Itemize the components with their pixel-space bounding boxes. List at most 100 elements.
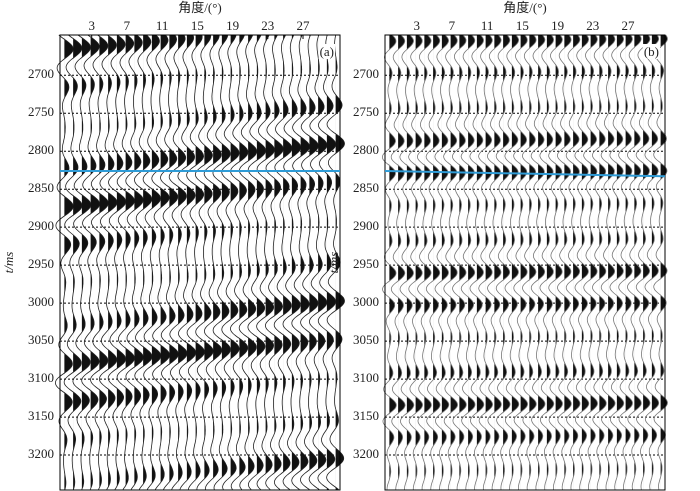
seismic-trace bbox=[98, 34, 118, 490]
trace-fill bbox=[625, 35, 633, 490]
y-axis-label: t/ms bbox=[326, 252, 341, 274]
seismic-trace bbox=[151, 34, 171, 490]
y-tick-label: 3150 bbox=[28, 408, 54, 423]
trace-fill bbox=[581, 35, 589, 490]
trace-fill bbox=[660, 35, 668, 490]
seismic-trace bbox=[134, 34, 153, 490]
seismic-trace bbox=[390, 34, 406, 490]
trace-fill bbox=[274, 35, 284, 490]
panel-label-bg bbox=[318, 43, 335, 59]
trace-fill bbox=[555, 35, 563, 490]
trace-fill bbox=[213, 35, 222, 490]
seismic-trace bbox=[583, 34, 598, 490]
trace-fill bbox=[538, 35, 545, 490]
seismic-trace bbox=[291, 34, 311, 490]
x-tick-label: 11 bbox=[156, 18, 169, 33]
seismic-trace bbox=[116, 34, 135, 490]
seismic-trace bbox=[618, 34, 633, 490]
seismic-trace bbox=[247, 34, 267, 490]
trace-fill bbox=[616, 35, 624, 490]
y-tick-label: 2850 bbox=[353, 180, 379, 195]
y-tick-label: 3200 bbox=[353, 446, 379, 461]
seismic-trace bbox=[644, 34, 660, 490]
seismic-trace bbox=[317, 34, 337, 490]
trace-fill bbox=[300, 35, 310, 490]
trace-fill bbox=[643, 35, 650, 490]
trace-fill bbox=[81, 35, 91, 490]
x-tick-label: 7 bbox=[124, 18, 131, 33]
trace-fill bbox=[634, 35, 642, 490]
y-tick-label: 2900 bbox=[353, 218, 379, 233]
panel: 角度/(°) t/ms 3 7 11 15 19 23 27 2700 2750 2800 2850 29… bbox=[1, 0, 345, 491]
seismic-trace bbox=[469, 34, 485, 490]
trace-fill bbox=[450, 35, 458, 490]
seismic-trace bbox=[434, 34, 450, 490]
seismic-trace bbox=[238, 34, 258, 490]
trace-fill bbox=[160, 35, 170, 490]
seismic-trace bbox=[635, 34, 651, 490]
trace-fill bbox=[265, 35, 275, 490]
y-tick-label: 3050 bbox=[28, 332, 54, 347]
seismic-trace bbox=[107, 34, 127, 490]
trace-fill bbox=[309, 35, 319, 490]
trace-fill bbox=[151, 35, 161, 490]
seismic-trace bbox=[591, 34, 607, 490]
seismic-trace bbox=[273, 34, 293, 490]
y-tick-label: 3200 bbox=[28, 446, 54, 461]
trace-fill bbox=[433, 35, 440, 490]
seismic-trace bbox=[495, 34, 511, 490]
seismic-trace bbox=[399, 34, 415, 490]
seismic-trace bbox=[574, 34, 590, 490]
seismic-trace bbox=[72, 34, 92, 490]
horizon-line bbox=[384, 169, 666, 178]
seismic-trace bbox=[168, 34, 188, 490]
y-tick-label: 2950 bbox=[28, 256, 54, 271]
trace-fill bbox=[108, 35, 118, 490]
y-tick-label: 3150 bbox=[353, 408, 379, 423]
trace-fill bbox=[608, 35, 615, 490]
seismic-trace bbox=[504, 34, 520, 490]
trace-fill bbox=[64, 35, 74, 490]
trace-fill bbox=[125, 35, 135, 490]
seismic-trace bbox=[478, 34, 494, 490]
seismic-trace bbox=[425, 34, 441, 490]
trace-fill bbox=[256, 35, 266, 490]
trace-fill bbox=[186, 35, 196, 490]
seismic-trace bbox=[221, 34, 240, 490]
seismic-trace bbox=[548, 34, 563, 490]
trace-fill bbox=[239, 35, 248, 490]
chart-title: 角度/(°) bbox=[503, 0, 546, 15]
seismic-trace bbox=[177, 34, 197, 490]
x-tick-label: 27 bbox=[297, 18, 311, 33]
seismic-trace bbox=[186, 34, 205, 490]
y-tick-label: 3100 bbox=[28, 370, 54, 385]
y-tick-label: 3000 bbox=[353, 294, 379, 309]
seismic-trace bbox=[264, 34, 284, 490]
plot-frame bbox=[384, 34, 666, 491]
plot-frame bbox=[59, 34, 341, 491]
seismic-trace bbox=[160, 34, 179, 490]
y-tick-label: 2700 bbox=[353, 66, 379, 81]
trace-fill bbox=[389, 35, 397, 490]
seismic-trace bbox=[565, 34, 581, 490]
trace-fill bbox=[221, 35, 231, 490]
trace-fill bbox=[283, 35, 292, 490]
seismic-trace bbox=[521, 34, 537, 490]
seismic-trace bbox=[539, 34, 555, 490]
seismic-trace bbox=[142, 34, 162, 490]
trace-fill bbox=[424, 35, 432, 490]
y-tick-label: 3000 bbox=[28, 294, 54, 309]
seismic-trace bbox=[63, 34, 83, 490]
x-tick-label: 3 bbox=[413, 18, 420, 33]
trace-fill bbox=[441, 35, 449, 490]
trace-fill bbox=[485, 35, 493, 490]
x-tick-label: 15 bbox=[516, 18, 529, 33]
trace-fill bbox=[494, 35, 502, 490]
seismic-trace bbox=[256, 34, 275, 490]
x-tick-label: 23 bbox=[261, 18, 274, 33]
x-tick-label: 15 bbox=[191, 18, 204, 33]
seismic-trace bbox=[486, 34, 502, 490]
y-tick-label: 2750 bbox=[353, 104, 379, 119]
trace-fill bbox=[599, 35, 607, 490]
